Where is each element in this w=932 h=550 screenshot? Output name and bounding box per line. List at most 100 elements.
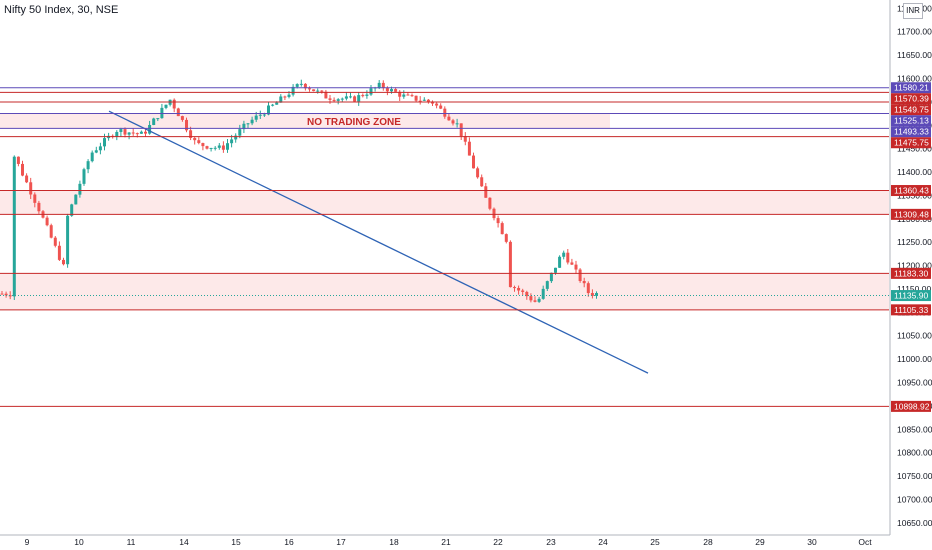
price-label-text: 11183.30 — [894, 268, 928, 278]
candle-body — [283, 96, 287, 98]
price-label-box — [891, 93, 931, 105]
time-tick-label: 17 — [336, 537, 346, 547]
candle-body — [53, 237, 57, 246]
candle-body — [578, 269, 582, 281]
candle-body — [476, 168, 480, 178]
candle-body — [82, 169, 86, 184]
time-tick-label: 15 — [231, 537, 241, 547]
highlight-zones — [0, 113, 889, 310]
candle-body — [291, 86, 295, 95]
candle-body — [156, 118, 160, 120]
candle-body — [357, 95, 361, 102]
candle-body — [279, 96, 283, 103]
candle-body — [201, 143, 205, 147]
price-tick-label: 10950.00 — [897, 377, 932, 387]
price-label-box — [891, 82, 931, 94]
price-label-box — [891, 104, 931, 116]
candle-body — [554, 267, 557, 273]
candle-body — [303, 83, 307, 89]
price-label-box — [891, 208, 931, 220]
time-tick-label: 23 — [546, 537, 556, 547]
price-axis[interactable]: 10650.00 10700.00 10750.00 10800.00 10850.00… — [897, 0, 932, 528]
time-tick-label: 22 — [493, 537, 503, 547]
candle-body — [361, 95, 365, 97]
candle-body — [545, 281, 549, 289]
price-label-box — [891, 115, 931, 127]
candle-body — [230, 139, 234, 144]
price-label-text: 10898.92 — [894, 401, 930, 411]
candle-body — [193, 137, 197, 141]
candle-body — [62, 259, 65, 265]
candle-body — [197, 140, 201, 144]
candle-body — [435, 103, 439, 106]
price-label-text: 11525.13 — [894, 116, 929, 126]
time-tick-label: 14 — [179, 537, 189, 547]
currency-badge[interactable]: INR — [903, 3, 923, 19]
candle-body — [221, 145, 225, 150]
candle-body — [525, 291, 529, 297]
candle-body — [496, 218, 500, 224]
trend-line-layer[interactable] — [108, 110, 649, 374]
price-tick-label: 11000.00 — [897, 354, 932, 364]
time-tick-label: 29 — [755, 537, 765, 547]
candle-body — [295, 84, 299, 87]
time-axis[interactable]: 9 10 11 14 15 16 17 18 21 22 23 24 25 28 29 30 Oct — [25, 537, 873, 547]
price-label-text: 11493.33 — [894, 127, 929, 137]
candle-body — [185, 119, 188, 131]
level-price-labels: 11580.2111570.3911549.7511525.1311493.33… — [891, 82, 931, 412]
price-label-box — [891, 185, 931, 197]
price-tick-label: 10700.00 — [897, 494, 932, 504]
candle-body — [586, 283, 590, 294]
candle-body — [320, 90, 324, 92]
time-tick-label: 25 — [650, 537, 660, 547]
time-tick-label: 11 — [127, 537, 136, 547]
time-tick-label: 28 — [703, 537, 713, 547]
candle-body — [103, 138, 106, 147]
candle-body — [451, 120, 455, 124]
price-tick-label: 11450.00 — [897, 144, 932, 154]
candle-body — [238, 129, 242, 136]
price-tick-label: 11650.00 — [897, 50, 932, 60]
candle-body — [533, 300, 537, 302]
candle-body — [172, 99, 176, 109]
candle-body — [267, 105, 270, 115]
candle-body — [467, 141, 471, 156]
horizontal-levels[interactable] — [0, 87, 889, 407]
candle-body — [135, 133, 139, 135]
candle-body — [504, 234, 508, 242]
candle-body — [344, 96, 348, 99]
price-tick-label: 11050.00 — [897, 331, 932, 341]
candle-body — [16, 156, 20, 164]
candle-body — [139, 131, 143, 134]
time-tick-label: 21 — [441, 537, 451, 547]
candle-body — [226, 143, 229, 150]
candle-body — [312, 89, 316, 92]
trend-line — [108, 110, 649, 374]
candle-body — [131, 132, 135, 134]
price-label-text: 11105.33 — [894, 305, 928, 315]
candle-body — [549, 272, 553, 282]
candle-body — [90, 152, 94, 162]
zone-band — [0, 273, 889, 310]
price-label-text: 11475.75 — [894, 138, 929, 148]
time-tick-label: 24 — [598, 537, 608, 547]
price-label-box — [891, 126, 931, 138]
candle-body — [234, 135, 238, 140]
candle-body — [21, 163, 24, 176]
candle-body — [328, 98, 332, 100]
price-tick-label: 10750.00 — [897, 471, 932, 481]
candle-body — [287, 94, 291, 97]
candle-body — [574, 264, 578, 270]
candle-body — [176, 108, 180, 117]
candle-body — [447, 116, 451, 121]
price-tick-label: 11150.00 — [897, 284, 931, 294]
candle-body — [70, 204, 74, 216]
price-label-text: 11360.43 — [894, 186, 929, 196]
candle-body — [258, 114, 262, 116]
candle-body — [0, 293, 4, 295]
candle-body — [517, 287, 521, 291]
candle-body — [340, 98, 344, 100]
candle-body — [558, 256, 562, 268]
candle-body — [414, 95, 418, 101]
